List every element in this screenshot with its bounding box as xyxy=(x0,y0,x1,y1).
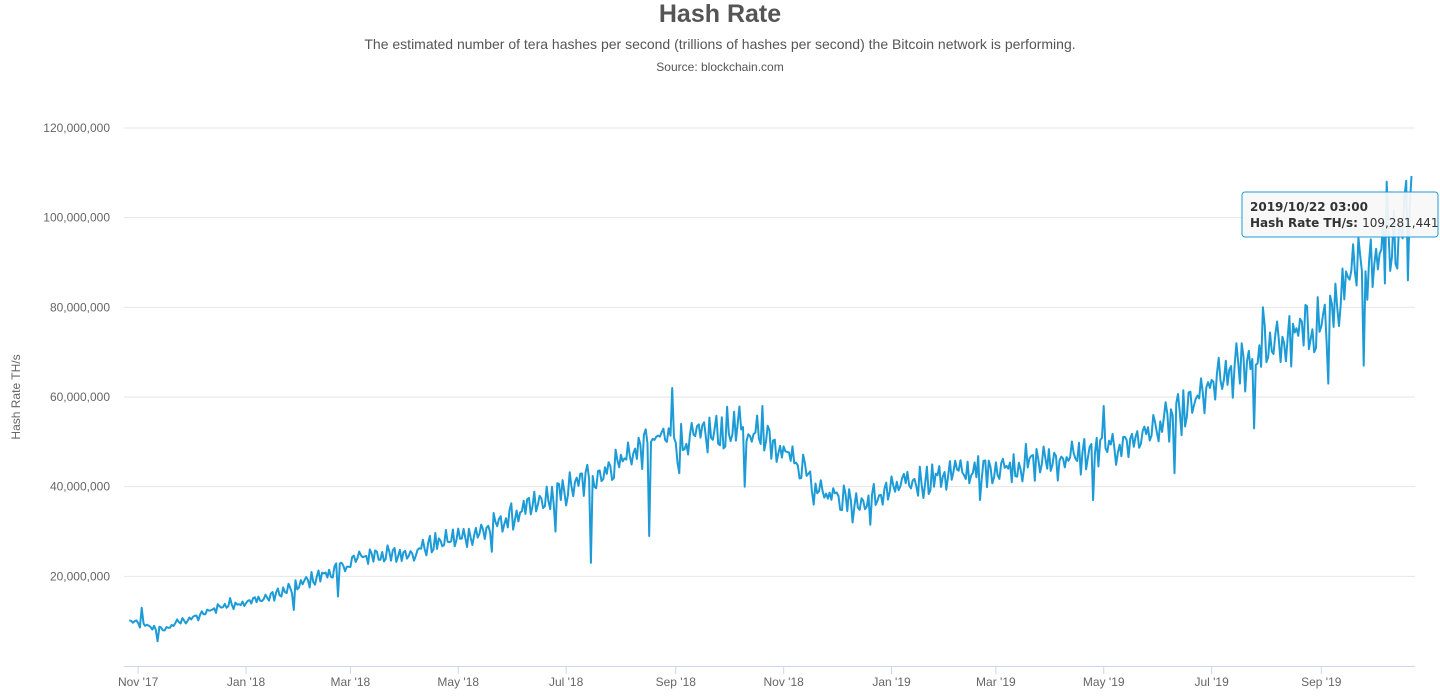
x-axis-tick-labels: Nov '17 Jan '18 Mar '18 May '18 Jul '18 Sep '… xyxy=(118,666,1342,689)
x-tick-label: Jan '19 xyxy=(872,675,911,689)
series-line-hash-rate[interactable] xyxy=(129,176,1413,643)
x-tick-label: Sep '19 xyxy=(1301,675,1342,689)
x-tick-label: Jul '18 xyxy=(549,675,584,689)
y-tick-label: 20,000,000 xyxy=(50,569,110,583)
tooltip-value: 109,281,441 xyxy=(1362,216,1438,230)
x-tick-label: Jul '19 xyxy=(1194,675,1229,689)
y-axis-tick-labels: 20,000,000 40,000,000 60,000,000 80,000,000… xyxy=(43,121,110,583)
tooltip-value-line: Hash Rate TH/s: 109,281,441 xyxy=(1250,216,1438,230)
tooltip-series-label: Hash Rate TH/s xyxy=(1250,216,1353,230)
tooltip-date: 2019/10/22 03:00 xyxy=(1250,200,1368,214)
y-tick-label: 60,000,000 xyxy=(50,390,110,404)
tooltip-colon: : xyxy=(1353,216,1362,230)
y-tick-label: 80,000,000 xyxy=(50,300,110,314)
x-tick-label: Nov '18 xyxy=(763,675,804,689)
x-tick-label: Nov '17 xyxy=(118,675,159,689)
x-tick-label: Jan '18 xyxy=(227,675,266,689)
y-axis-title: Hash Rate TH/s xyxy=(9,354,23,439)
x-tick-label: May '19 xyxy=(1083,675,1125,689)
x-tick-label: Mar '18 xyxy=(331,675,371,689)
x-tick-label: May '18 xyxy=(437,675,479,689)
chart-subtitle: The estimated number of tera hashes per … xyxy=(364,36,1076,52)
grid-lines xyxy=(124,127,1415,577)
chart-source: Source: blockchain.com xyxy=(656,60,784,74)
x-tick-label: Mar '19 xyxy=(976,675,1016,689)
y-tick-label: 120,000,000 xyxy=(43,121,110,135)
x-tick-label: Sep '18 xyxy=(656,675,697,689)
y-tick-label: 100,000,000 xyxy=(43,211,110,225)
y-tick-label: 40,000,000 xyxy=(50,480,110,494)
tooltip-box xyxy=(1241,191,1439,238)
tooltip: 2019/10/22 03:00 Hash Rate TH/s: 109,281… xyxy=(1241,191,1439,238)
chart-title: Hash Rate xyxy=(658,0,782,28)
